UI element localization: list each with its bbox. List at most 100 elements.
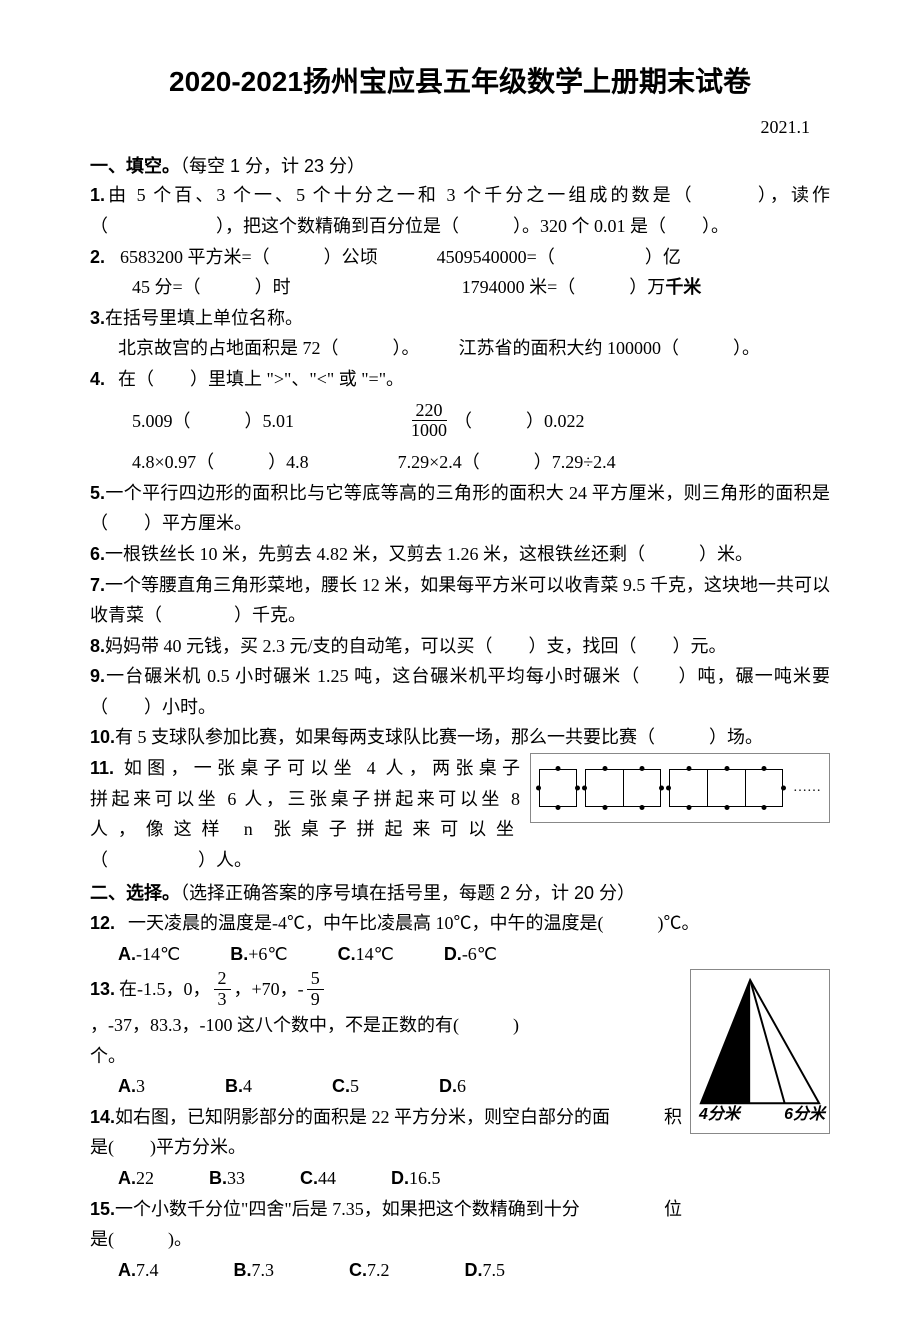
question-15: 15.一个小数千分位"四舍"后是 7.35，如果把这个数精确到十分 位	[90, 1194, 682, 1225]
q14-a-val: 22	[136, 1168, 154, 1188]
q13-mid2: ，-37，83.3，-100 这八个数中，不是正数的有( )	[90, 1010, 519, 1041]
q7-text: 一个等腰直角三角形菜地，腰长 12 米，如果每平方米可以收青菜 9.5 千克，这…	[90, 575, 830, 626]
q15-num: 15.	[90, 1199, 115, 1219]
page-title: 2020-2021扬州宝应县五年级数学上册期末试卷	[90, 60, 830, 105]
q1-text: 由 5 个百、3 个一、5 个十分之一和 3 个千分之一组成的数是（ ），读作（…	[90, 185, 830, 236]
q3-text: 在括号里填上单位名称。	[105, 308, 303, 328]
question-9: 9.一台碾米机 0.5 小时碾米 1.25 吨，这台碾米机平均每小时碾米（ ）吨…	[90, 661, 830, 722]
q9-num: 9.	[90, 666, 105, 686]
q13-mid1: ，+70，-	[234, 974, 304, 1005]
q3-a: 北京故宫的占地面积是 72（ ）。	[118, 338, 420, 358]
q2-num: 2.	[90, 247, 105, 267]
q8-num: 8.	[90, 636, 105, 656]
q2-line2a: 45 分=（ ）时	[132, 277, 291, 297]
q4-num: 4.	[90, 369, 105, 389]
exam-date: 2021.1	[90, 113, 830, 142]
q12-c-label: C.	[338, 944, 356, 964]
q6-num: 6.	[90, 544, 105, 564]
question-13: 13. 在-1.5，0， 2 3 ，+70，- 5 9 ，-37，83.3，-1…	[90, 969, 682, 1101]
q14-c-val: 44	[318, 1168, 336, 1188]
q13-b-val: 4	[243, 1076, 252, 1096]
q13-a-val: 3	[136, 1076, 145, 1096]
q12-text: 一天凌晨的温度是-4℃，中午比凌晨高 10℃，中午的温度是( )℃。	[128, 913, 699, 933]
f59-num: 5	[307, 969, 324, 990]
q3-num: 3.	[90, 308, 105, 328]
q2-line1a: 6583200 平方米=（ ）公顷	[120, 247, 378, 267]
q15-t1: 一个小数千分位"四舍"后是 7.35，如果把这个数精确到十分	[115, 1199, 580, 1219]
fraction-220-1000: 220 1000	[407, 401, 451, 442]
q14-b-val: 33	[227, 1168, 245, 1188]
q2-unit: 千米	[665, 277, 701, 297]
q14-t2: 是( )平方分米。	[90, 1132, 682, 1163]
section-1-label: 一、填空。	[90, 156, 180, 176]
q14-t1: 如右图，已知阴影部分的面积是 22 平方分米，则空白部分的面	[115, 1107, 610, 1127]
q7-num: 7.	[90, 575, 105, 595]
question-8: 8.妈妈带 40 元钱，买 2.3 元/支的自动笔，可以买（ ）支，找回（ ）元…	[90, 631, 830, 662]
q4-r1a: 5.009（ ）5.01	[132, 406, 294, 437]
question-14: 14.如右图，已知阴影部分的面积是 22 平方分米，则空白部分的面 积 是( )…	[90, 1102, 682, 1194]
q13-d-val: 6	[457, 1076, 466, 1096]
q15-a-val: 7.4	[136, 1260, 159, 1280]
q5-text: 一个平行四边形的面积比与它等底等高的三角形的面积大 24 平方厘米，则三角形的面…	[90, 483, 830, 534]
q13-d-label: D.	[439, 1076, 457, 1096]
tables-diagram: ……	[530, 753, 830, 823]
q15-c-label: C.	[349, 1260, 367, 1280]
question-7: 7.一个等腰直角三角形菜地，腰长 12 米，如果每平方米可以收青菜 9.5 千克…	[90, 570, 830, 631]
q12-b-val: +6℃	[248, 944, 287, 964]
frac-num: 220	[412, 401, 447, 422]
q14-num: 14.	[90, 1107, 115, 1127]
q15-t2: 是( )。	[90, 1224, 830, 1255]
question-11: 11. 如图，一张桌子可以坐 4 人，两张桌子 拼起来可以坐 6 人，三张桌子拼…	[90, 753, 830, 875]
q14-a-label: A.	[118, 1168, 136, 1188]
triangle-label-right: 6分米	[784, 1102, 825, 1128]
q5-num: 5.	[90, 483, 105, 503]
fraction-5-9: 5 9	[307, 969, 324, 1010]
q11-l1: 如图，一张桌子可以坐 4 人，两张桌子	[124, 758, 520, 778]
q9-text: 一台碾米机 0.5 小时碾米 1.25 吨，这台碾米机平均每小时碾米（ ）吨，碾…	[90, 666, 830, 717]
q12-c-val: 14℃	[356, 944, 394, 964]
q15-a-label: A.	[118, 1260, 136, 1280]
q10-text: 有 5 支球队参加比赛，如果每两支球队比赛一场，那么一共要比赛（ ）场。	[115, 727, 763, 747]
q3-b: 江苏省的面积大约 100000（ ）。	[459, 338, 761, 358]
question-10: 10.有 5 支球队参加比赛，如果每两支球队比赛一场，那么一共要比赛（ ）场。	[90, 722, 830, 753]
question-2: 2. 6583200 平方米=（ ）公顷 4509540000=（ ）亿 45 …	[90, 242, 830, 303]
question-6: 6.一根铁丝长 10 米，先剪去 4.82 米，又剪去 1.26 米，这根铁丝还…	[90, 539, 830, 570]
q13-end: 个。	[90, 1041, 682, 1072]
q14-b-label: B.	[209, 1168, 227, 1188]
f59-den: 9	[307, 990, 324, 1010]
frac-den: 1000	[407, 421, 451, 441]
question-5: 5.一个平行四边形的面积比与它等底等高的三角形的面积大 24 平方厘米，则三角形…	[90, 478, 830, 539]
question-4: 4. 在（ ）里填上 ">"、"<" 或 "="。 5.009（ ）5.01 2…	[90, 364, 830, 478]
q4-r2b: 7.29×2.4（ ）7.29÷2.4	[398, 452, 616, 472]
q4-intro: 在（ ）里填上 ">"、"<" 或 "="。	[118, 369, 404, 389]
q1-num: 1.	[90, 185, 105, 205]
question-1: 1.由 5 个百、3 个一、5 个十分之一和 3 个千分之一组成的数是（ ），读…	[90, 180, 830, 241]
q13-num: 13.	[90, 974, 115, 1005]
q12-a-val: -14℃	[136, 944, 180, 964]
q11-l2: 拼起来可以坐 6 人，三张桌子拼起来可以坐 8	[90, 784, 520, 815]
fraction-2-3: 2 3	[214, 969, 231, 1010]
q4-r2a: 4.8×0.97（ ）4.8	[132, 452, 309, 472]
q15-d-val: 7.5	[483, 1260, 506, 1280]
section-2-header: 二、选择。（选择正确答案的序号填在括号里，每题 2 分，计 20 分）	[90, 879, 830, 908]
q14-d-val: 16.5	[409, 1168, 441, 1188]
q2-line2b-pre: 1794000 米=（ ）万	[462, 277, 666, 297]
q12-b-label: B.	[230, 944, 248, 964]
q14-t1-tail: 积	[664, 1102, 682, 1133]
q12-d-label: D.	[444, 944, 462, 964]
q6-text: 一根铁丝长 10 米，先剪去 4.82 米，又剪去 1.26 米，这根铁丝还剩（…	[105, 544, 753, 564]
q11-num: 11.	[90, 758, 114, 778]
q12-a-label: A.	[118, 944, 136, 964]
q12-d-val: -6℃	[462, 944, 497, 964]
q11-l4: （ ）人。	[90, 845, 520, 876]
question-12: 12. 一天凌晨的温度是-4℃，中午比凌晨高 10℃，中午的温度是( )℃。 A…	[90, 908, 830, 969]
question-15-cont: 是( )。 A.7.4 B.7.3 C.7.2 D.7.5	[90, 1224, 830, 1285]
q2-line1b: 4509540000=（ ）亿	[437, 247, 681, 267]
q13-pre: 在-1.5，0，	[119, 974, 211, 1005]
q13-b-label: B.	[225, 1076, 243, 1096]
q11-l3: 人，像这样 n 张桌子拼起来可以坐	[90, 814, 520, 845]
q13-c-label: C.	[332, 1076, 350, 1096]
q15-c-val: 7.2	[367, 1260, 390, 1280]
q15-b-label: B.	[234, 1260, 252, 1280]
q13-c-val: 5	[350, 1076, 359, 1096]
